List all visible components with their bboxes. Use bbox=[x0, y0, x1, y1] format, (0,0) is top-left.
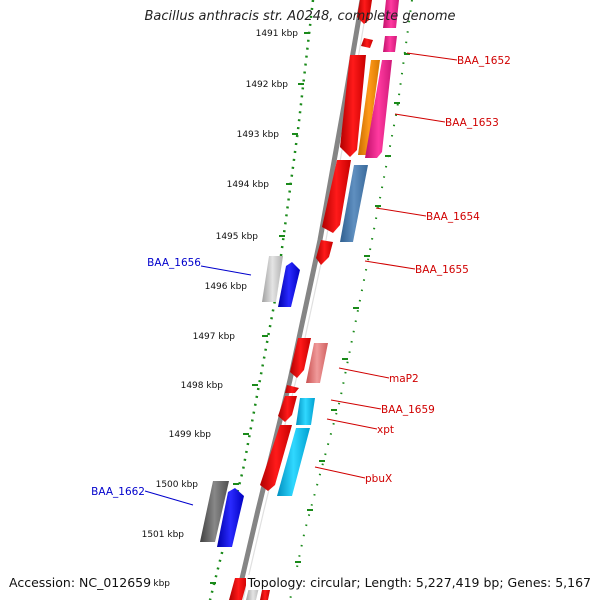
gene-arrow[interactable] bbox=[340, 165, 368, 242]
gene-arrow[interactable] bbox=[383, 0, 399, 28]
gene-arrow[interactable] bbox=[278, 396, 297, 422]
gene-features bbox=[200, 0, 399, 600]
gene-label[interactable]: BAA_1656 bbox=[147, 257, 201, 269]
gene-label[interactable]: maP2 bbox=[389, 373, 419, 385]
gene-arrow[interactable] bbox=[229, 578, 248, 600]
gene-arrow[interactable] bbox=[278, 262, 300, 307]
ruler-label: 1497 kbp bbox=[193, 332, 236, 342]
genome-info-text: Topology: circular; Length: 5,227,419 bp… bbox=[245, 575, 591, 590]
inner-marks bbox=[295, 53, 410, 563]
ruler-label: 1496 kbp bbox=[205, 282, 248, 292]
gene-arrow[interactable] bbox=[383, 36, 397, 52]
accession-text: Accession: NC_012659 bbox=[9, 575, 154, 590]
ruler-label: 1501 kbp bbox=[142, 530, 185, 540]
gene-arrow[interactable] bbox=[296, 398, 315, 425]
gene-arrow[interactable] bbox=[262, 256, 283, 302]
genome-backbone bbox=[234, 0, 365, 600]
ruler-label: 1499 kbp bbox=[169, 430, 212, 440]
ruler-label: 1495 kbp bbox=[216, 232, 259, 242]
ruler-label: 1492 kbp bbox=[246, 80, 289, 90]
gene-label[interactable]: BAA_1653 bbox=[445, 117, 499, 129]
gene-label[interactable]: BAA_1662 bbox=[91, 486, 145, 498]
gene-arrow[interactable] bbox=[200, 481, 229, 542]
gene-arrow[interactable] bbox=[277, 428, 310, 496]
gene-arrow[interactable] bbox=[306, 343, 328, 383]
gene-arrow[interactable] bbox=[290, 338, 311, 378]
gene-arrow[interactable] bbox=[260, 425, 292, 491]
gene-label[interactable]: xpt bbox=[377, 424, 394, 436]
gene-label[interactable]: BAA_1655 bbox=[415, 264, 469, 276]
gene-arrow[interactable] bbox=[340, 55, 366, 157]
gene-label[interactable]: BAA_1659 bbox=[381, 404, 435, 416]
gene-label[interactable]: pbuX bbox=[365, 473, 392, 485]
gene-label[interactable]: BAA_1654 bbox=[426, 211, 480, 223]
gene-arrow[interactable] bbox=[358, 60, 380, 155]
map-footer: Accession: NC_012659 Topology: circular;… bbox=[0, 575, 600, 593]
ruler-label: 1491 kbp bbox=[256, 29, 299, 39]
gene-arrow[interactable] bbox=[217, 488, 244, 547]
ruler-ticks bbox=[210, 32, 310, 584]
gene-arrow[interactable] bbox=[260, 590, 270, 600]
ruler-label: 1500 kbp bbox=[156, 480, 199, 490]
gene-arrow[interactable] bbox=[357, 0, 372, 24]
gene-label[interactable]: BAA_1652 bbox=[457, 55, 511, 67]
label-leaders bbox=[144, 52, 458, 506]
gene-arrow[interactable] bbox=[365, 60, 392, 158]
gene-arrow[interactable] bbox=[361, 38, 373, 48]
gene-arrow[interactable] bbox=[322, 160, 351, 233]
gene-arrow[interactable] bbox=[285, 385, 299, 393]
map-title: Bacillus anthracis str. A0248, complete … bbox=[144, 9, 456, 24]
gene-labels: BAA_1652 BAA_1653 BAA_1654 BAA_1655 BAA_… bbox=[91, 55, 511, 498]
ruler-label: 1493 kbp bbox=[237, 130, 280, 140]
gene-arrow[interactable] bbox=[316, 240, 333, 265]
ruler-label: 1498 kbp bbox=[181, 381, 224, 391]
ruler-label: 1494 kbp bbox=[227, 180, 270, 190]
